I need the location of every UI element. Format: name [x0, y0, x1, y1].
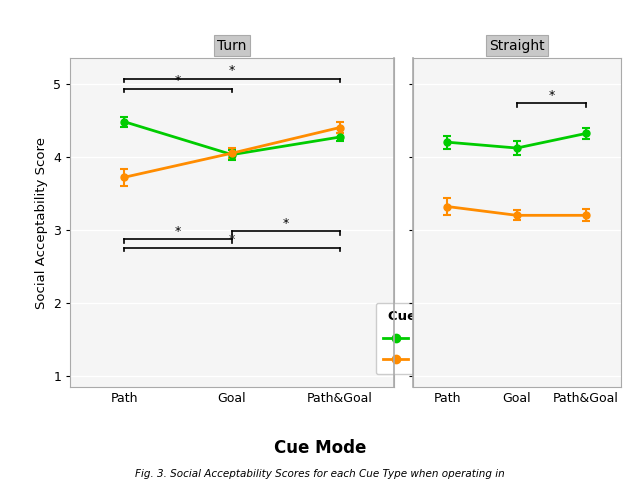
Text: *: *: [229, 64, 235, 77]
Text: *: *: [283, 217, 289, 230]
Text: *: *: [175, 225, 181, 238]
Title: Straight: Straight: [489, 39, 545, 53]
Text: *: *: [229, 233, 235, 246]
Y-axis label: Social Acceptability Score: Social Acceptability Score: [35, 136, 48, 309]
Text: *: *: [548, 89, 555, 102]
Text: Cue Mode: Cue Mode: [274, 439, 366, 457]
Text: Fig. 3. Social Acceptability Scores for each Cue Type when operating in: Fig. 3. Social Acceptability Scores for …: [135, 469, 505, 479]
Title: Turn: Turn: [218, 39, 246, 53]
Text: *: *: [175, 75, 181, 87]
Legend: Arrows, Lights: Arrows, Lights: [376, 303, 468, 374]
